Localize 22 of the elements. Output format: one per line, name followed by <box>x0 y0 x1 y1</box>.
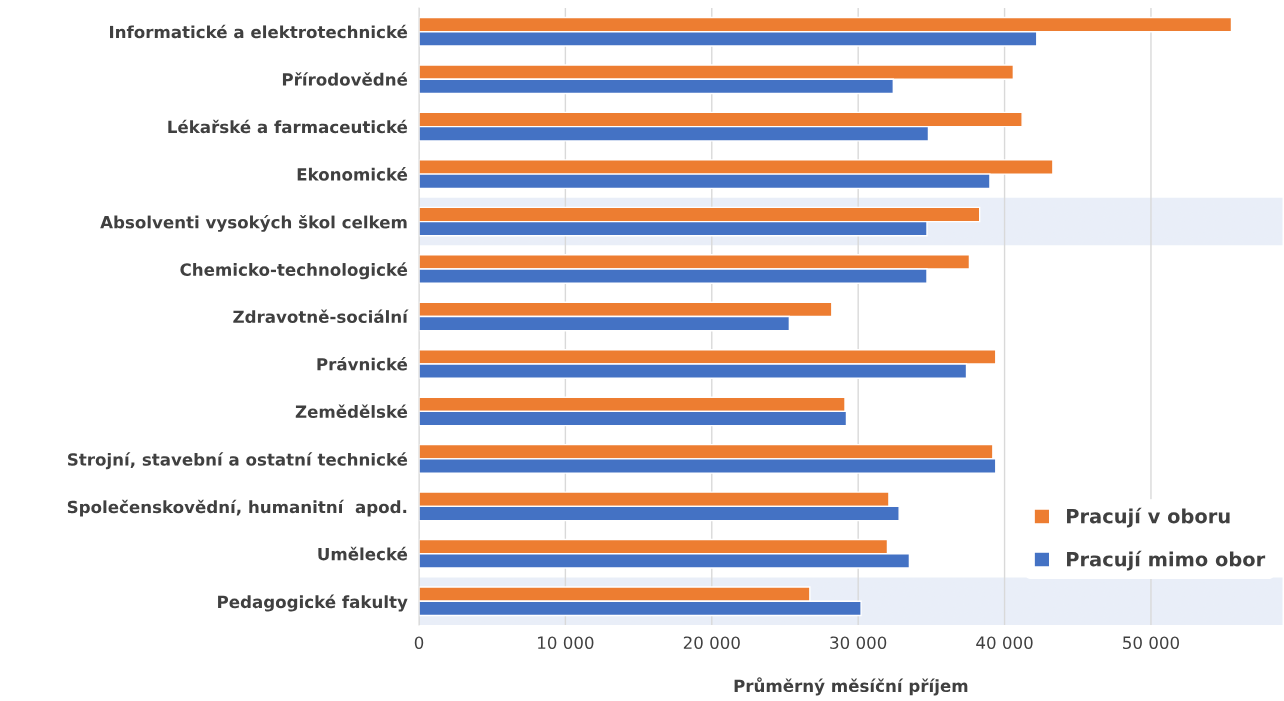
x-tick-label: 10 000 <box>538 636 594 650</box>
legend-label: Pracují mimo obor <box>1067 550 1266 571</box>
y-tick-label: Zdravotně-sociální <box>233 309 409 324</box>
y-tick-label: Informatické a elektrotechnické <box>109 24 408 39</box>
y-tick-label: Chemicko-technologické <box>180 262 408 280</box>
y-tick-label: Ekonomické <box>297 167 408 181</box>
x-tick-label: 20 000 <box>683 636 740 650</box>
legend-label: Pracují v oboru <box>1067 507 1230 528</box>
y-tick-label: Pedagogické fakulty <box>218 594 408 612</box>
y-tick-label: Právnické <box>317 356 408 371</box>
y-tick-label: Zemědělské <box>295 404 408 418</box>
y-tick-label: Lékařské a farmaceutické <box>168 119 408 134</box>
y-tick-label: Absolventi vysokých škol celkem <box>100 214 407 232</box>
x-axis-title: Průměrný měsíční příjem <box>734 677 968 696</box>
y-tick-label: Společenskovědní, humanitní apod. <box>67 499 407 517</box>
x-tick-label: 0 <box>414 636 424 650</box>
y-tick-label: Přírodovědné <box>282 72 408 86</box>
x-tick-label: 30 000 <box>830 636 887 650</box>
x-tick-label: 40 000 <box>976 636 1033 650</box>
y-tick-label: Strojní, stavební a ostatní technické <box>68 452 408 470</box>
x-tick-label: 50 000 <box>1123 636 1180 650</box>
y-tick-label: Umělecké <box>318 546 408 561</box>
